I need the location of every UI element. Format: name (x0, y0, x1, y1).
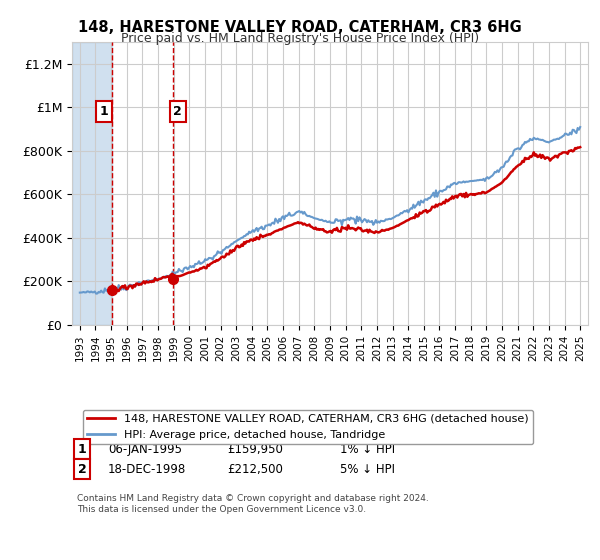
Text: 1: 1 (100, 105, 108, 118)
Text: 1% ↓ HPI: 1% ↓ HPI (340, 443, 395, 456)
Text: 2: 2 (173, 105, 182, 118)
Text: 2: 2 (78, 463, 86, 475)
Text: 06-JAN-1995: 06-JAN-1995 (108, 443, 182, 456)
Text: 1: 1 (78, 443, 86, 456)
Bar (72, 42, 112, 325)
Text: 18-DEC-1998: 18-DEC-1998 (108, 463, 187, 475)
Text: 148, HARESTONE VALLEY ROAD, CATERHAM, CR3 6HG: 148, HARESTONE VALLEY ROAD, CATERHAM, CR… (78, 20, 522, 35)
Text: £159,950: £159,950 (227, 443, 283, 456)
Legend: 148, HARESTONE VALLEY ROAD, CATERHAM, CR3 6HG (detached house), HPI: Average pri: 148, HARESTONE VALLEY ROAD, CATERHAM, CR… (83, 409, 533, 444)
Text: Price paid vs. HM Land Registry's House Price Index (HPI): Price paid vs. HM Land Registry's House … (121, 32, 479, 45)
Bar (72, 42, 112, 325)
Text: 5% ↓ HPI: 5% ↓ HPI (340, 463, 395, 475)
Text: Contains HM Land Registry data © Crown copyright and database right 2024.
This d: Contains HM Land Registry data © Crown c… (77, 494, 429, 514)
Text: £212,500: £212,500 (227, 463, 283, 475)
